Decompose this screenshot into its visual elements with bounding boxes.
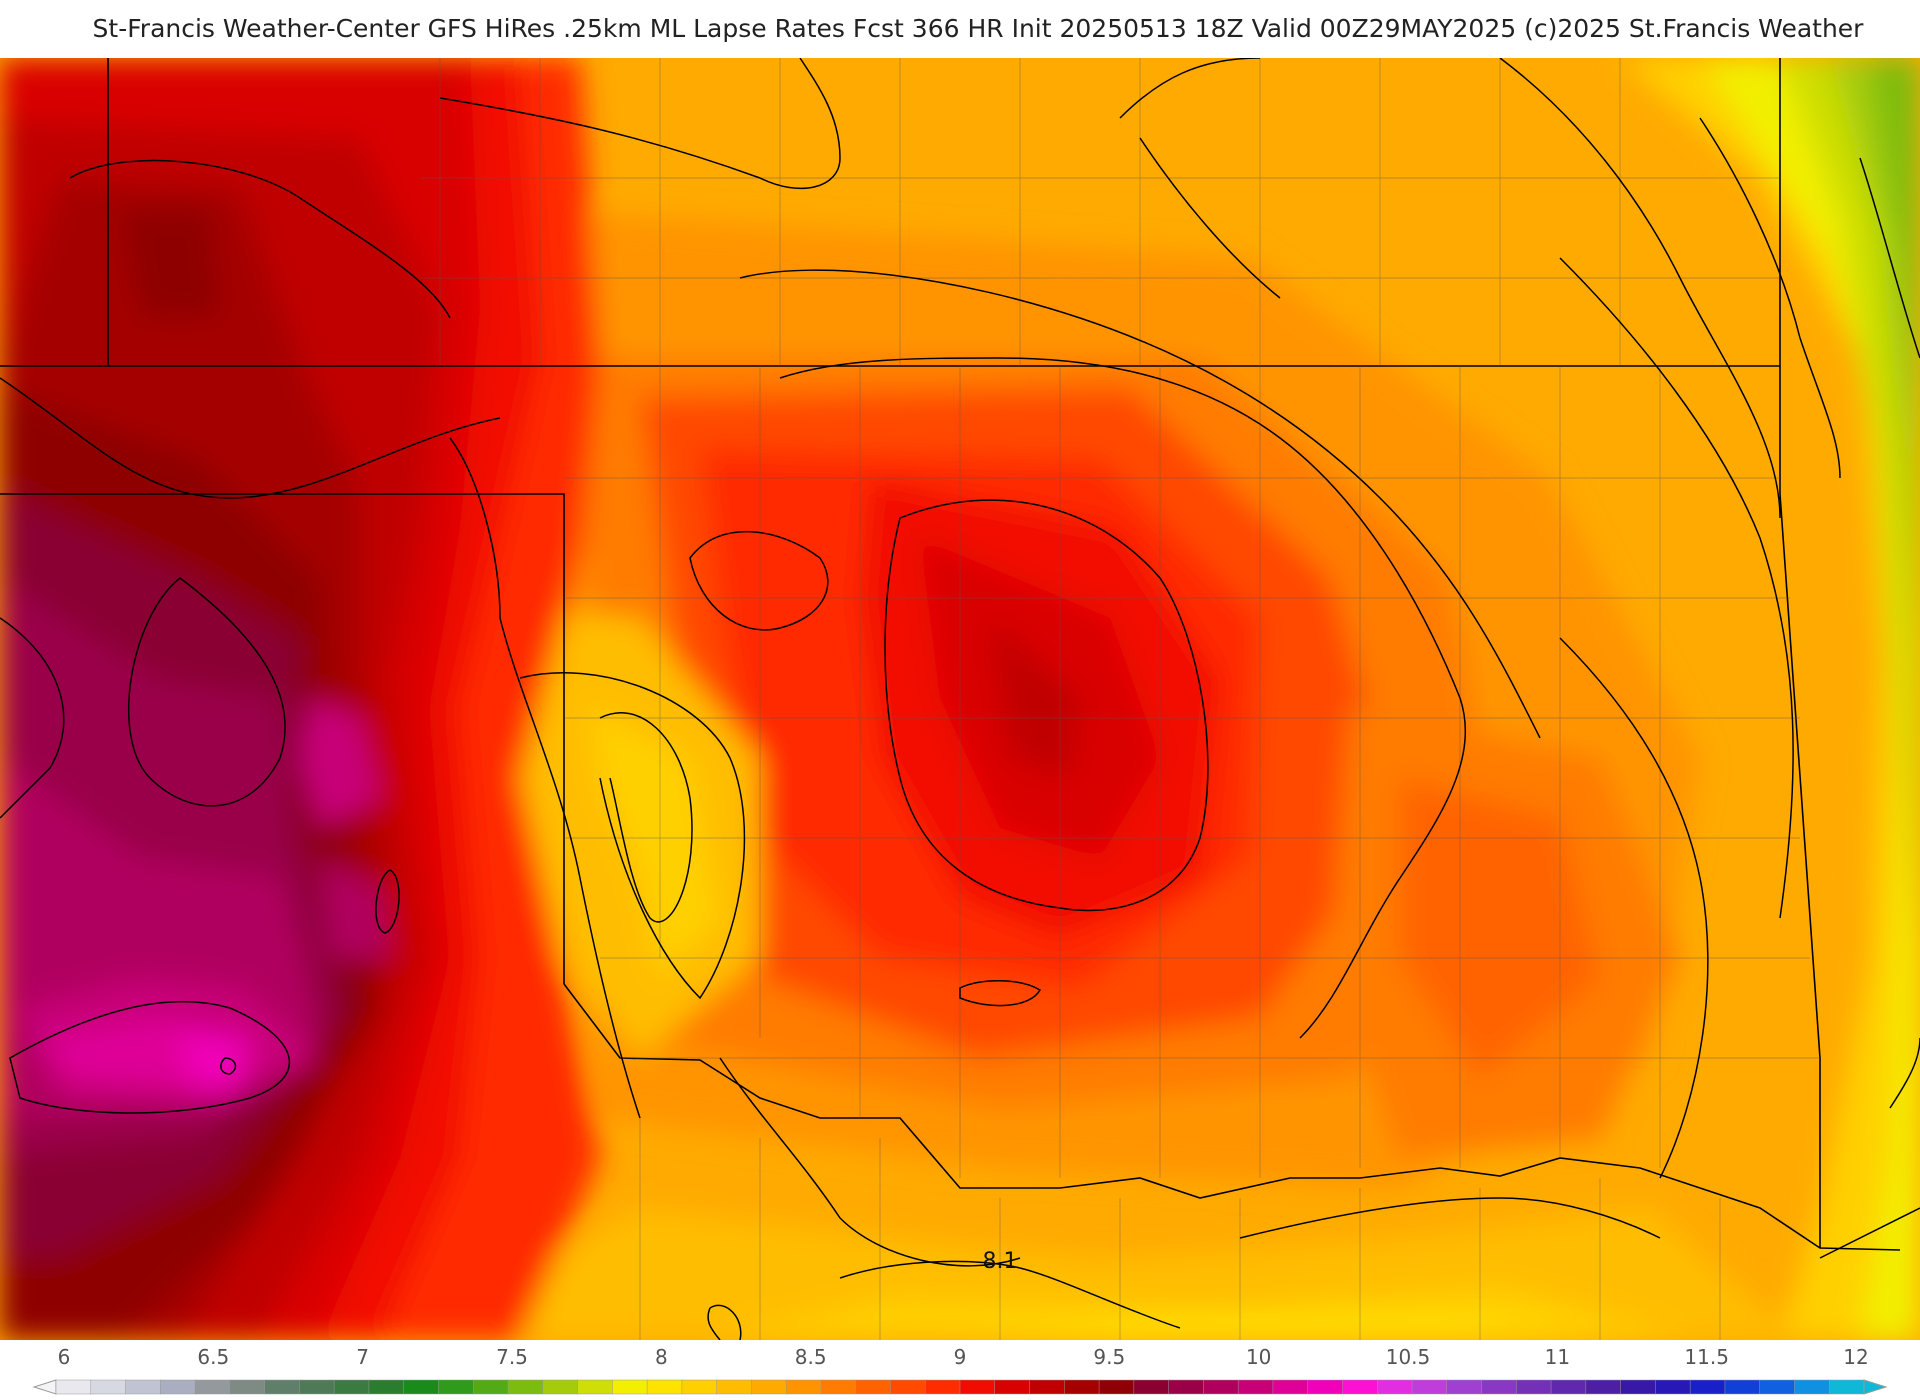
legend-min-arrow	[32, 1379, 57, 1395]
legend-swatch	[229, 1379, 266, 1395]
legend-swatch	[994, 1379, 1031, 1395]
legend-swatch	[160, 1379, 196, 1395]
legend-swatch	[1237, 1379, 1274, 1395]
legend-tick-label: 8.5	[795, 1345, 827, 1369]
legend-tick-label: 6.5	[197, 1345, 229, 1369]
legend-swatch	[1376, 1379, 1413, 1395]
legend-swatch	[681, 1379, 718, 1395]
legend-swatch	[264, 1379, 301, 1395]
legend-swatch	[612, 1379, 648, 1395]
legend-tick-label: 11	[1545, 1345, 1570, 1369]
legend-colorbar: 6 6.5 7 7.5 8 8.5 9 9.5 10 10.5 11 11.5 12	[32, 1345, 1888, 1395]
legend: 6 6.5 7 7.5 8 8.5 9 9.5 10 10.5 11 11.5 12	[0, 1340, 1920, 1400]
legend-swatch	[1133, 1379, 1170, 1395]
legend-bar	[32, 1379, 1888, 1395]
shaded-field	[0, 58, 1920, 1340]
legend-swatch	[333, 1379, 370, 1395]
legend-swatch	[90, 1379, 127, 1395]
county-lines	[420, 58, 1820, 1340]
legend-swatch	[1064, 1379, 1100, 1395]
legend-swatch	[924, 1379, 961, 1395]
legend-swatch	[1098, 1379, 1135, 1395]
legend-swatch	[820, 1379, 857, 1395]
legend-swatch	[751, 1379, 787, 1395]
legend-tick-label: 9	[954, 1345, 967, 1369]
legend-swatch	[1307, 1379, 1344, 1395]
legend-tick-label: 10	[1246, 1345, 1271, 1369]
legend-swatch	[1585, 1379, 1622, 1395]
legend-swatch	[1828, 1379, 1865, 1395]
legend-swatch	[890, 1379, 926, 1395]
legend-swatch	[438, 1379, 474, 1395]
legend-swatch	[1655, 1379, 1691, 1395]
legend-swatch	[1550, 1379, 1587, 1395]
legend-swatch	[1481, 1379, 1518, 1395]
legend-swatch	[855, 1379, 892, 1395]
legend-swatch	[1759, 1379, 1796, 1395]
legend-swatch	[1411, 1379, 1448, 1395]
legend-swatch	[1342, 1379, 1378, 1395]
legend-swatch	[125, 1379, 162, 1395]
title-bar: St-Francis Weather-Center GFS HiRes .25k…	[0, 0, 1920, 58]
legend-swatch	[959, 1379, 996, 1395]
lapse-rate-map: 8.1	[0, 58, 1920, 1340]
legend-tick-label: 7	[356, 1345, 369, 1369]
legend-swatch	[1516, 1379, 1552, 1395]
legend-tick-label: 6	[58, 1345, 71, 1369]
legend-swatch	[1794, 1379, 1830, 1395]
legend-swatch	[785, 1379, 822, 1395]
legend-tick-label: 10.5	[1386, 1345, 1431, 1369]
legend-swatch	[55, 1379, 92, 1395]
legend-swatch	[1689, 1379, 1726, 1395]
legend-swatch	[299, 1379, 335, 1395]
legend-swatch	[646, 1379, 683, 1395]
legend-swatch	[1203, 1379, 1239, 1395]
legend-swatch	[368, 1379, 405, 1395]
legend-swatch	[1168, 1379, 1205, 1395]
legend-swatch	[577, 1379, 614, 1395]
legend-swatch	[542, 1379, 579, 1395]
legend-swatch	[1029, 1379, 1066, 1395]
contour-label: 8.1	[983, 1249, 1018, 1274]
legend-tick-label: 12	[1843, 1345, 1868, 1369]
legend-swatch	[1620, 1379, 1657, 1395]
legend-swatch	[403, 1379, 440, 1395]
legend-tick-label: 11.5	[1684, 1345, 1729, 1369]
legend-ticks: 6 6.5 7 7.5 8 8.5 9 9.5 10 10.5 11 11.5 12	[58, 1345, 1869, 1369]
contour-lines	[0, 58, 1920, 1340]
legend-tick-label: 8	[655, 1345, 668, 1369]
legend-swatch	[716, 1379, 753, 1395]
legend-swatch	[1272, 1379, 1309, 1395]
legend-swatch	[507, 1379, 544, 1395]
contour-labels: 8.1	[983, 1249, 1018, 1274]
legend-max-arrow	[1863, 1379, 1888, 1395]
legend-swatch	[1446, 1379, 1483, 1395]
legend-swatch	[472, 1379, 509, 1395]
legend-tick-label: 9.5	[1093, 1345, 1125, 1369]
legend-swatch	[194, 1379, 231, 1395]
map-title: St-Francis Weather-Center GFS HiRes .25k…	[92, 14, 1864, 43]
legend-tick-label: 7.5	[496, 1345, 528, 1369]
legend-swatch	[1724, 1379, 1761, 1395]
